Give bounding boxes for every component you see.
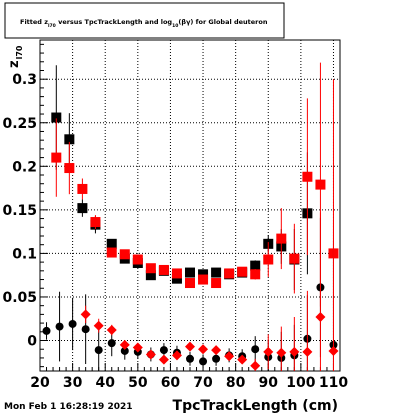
data-point-circle xyxy=(186,354,194,363)
data-point-square xyxy=(302,171,313,182)
data-point-circle xyxy=(81,325,90,334)
chart-title-box: Fitted zl70 versus TpcTrackLength and lo… xyxy=(4,2,285,39)
data-point-square xyxy=(77,203,88,214)
x-tick-label: 40 xyxy=(95,375,115,391)
x-tick-label: 100 xyxy=(286,375,315,391)
data-point-square xyxy=(119,249,130,260)
x-tick-label: 80 xyxy=(226,375,246,391)
data-point-diamond xyxy=(237,354,248,365)
data-point-circle xyxy=(199,357,208,366)
data-point-diamond xyxy=(315,311,326,322)
data-point-diamond xyxy=(250,360,261,371)
data-point-diamond xyxy=(145,349,156,360)
data-point-square xyxy=(211,267,222,278)
data-point-square xyxy=(51,152,62,163)
y-tick-label: 0 xyxy=(27,334,37,350)
data-point-square xyxy=(90,217,101,228)
data-point-square xyxy=(185,267,195,278)
data-point-square xyxy=(237,266,248,277)
data-point-square xyxy=(250,260,261,271)
y-tick-labels: 0 0.05 0.1 0.15 0.2 0.25 0.3 xyxy=(2,72,37,349)
data-series xyxy=(42,62,339,371)
x-tick-label: 50 xyxy=(128,375,148,391)
data-point-square xyxy=(77,183,88,194)
data-point-diamond xyxy=(185,341,195,352)
data-point-diamond xyxy=(289,346,300,357)
data-point-square xyxy=(145,263,156,274)
data-point-square xyxy=(224,268,235,279)
data-point-diamond xyxy=(328,345,339,356)
data-point-square xyxy=(198,269,209,280)
data-point-circle xyxy=(94,346,103,355)
chart-title: Fitted zl70 versus TpcTrackLength and lo… xyxy=(20,18,268,29)
series-1 xyxy=(51,62,339,371)
data-point-diamond xyxy=(263,346,274,357)
y-tick-label: 0.2 xyxy=(12,159,37,175)
y-tick-label: 0.3 xyxy=(12,72,37,88)
data-point-circle xyxy=(42,326,51,335)
data-point-square xyxy=(250,269,261,280)
data-point-circle xyxy=(120,346,129,355)
data-point-square xyxy=(263,254,274,265)
data-point-square xyxy=(198,274,209,285)
data-point-diamond xyxy=(158,354,169,365)
data-point-square xyxy=(171,268,182,279)
data-point-diamond xyxy=(171,350,182,361)
data-point-diamond xyxy=(302,346,313,357)
series-3 xyxy=(80,212,339,371)
x-tick-label: 90 xyxy=(259,375,279,391)
timestamp: Mon Feb 1 16:28:19 2021 xyxy=(4,402,133,412)
data-point-circle xyxy=(159,346,168,355)
data-point-square xyxy=(132,254,143,265)
x-axis-title: TpcTrackLength (cm) xyxy=(173,398,338,414)
data-point-square xyxy=(276,233,287,244)
data-point-diamond xyxy=(198,344,209,355)
data-point-square xyxy=(315,179,326,190)
x-tick-label: 30 xyxy=(63,375,83,391)
x-tick-label: 110 xyxy=(319,375,348,391)
y-tick-label: 0.25 xyxy=(2,116,37,132)
data-point-square xyxy=(211,278,222,289)
data-point-diamond xyxy=(106,325,117,336)
data-point-square xyxy=(171,273,182,284)
data-point-diamond xyxy=(224,351,235,362)
y-tick-label: 0.15 xyxy=(2,203,37,219)
data-point-circle xyxy=(212,354,221,363)
plot-frame xyxy=(39,39,341,372)
data-point-diamond xyxy=(276,347,287,358)
data-point-diamond xyxy=(211,345,222,356)
svg-text:zl70: zl70 xyxy=(7,45,24,68)
data-point-square xyxy=(106,247,117,258)
y-tick-label: 0.1 xyxy=(12,246,37,262)
data-point-diamond xyxy=(93,320,104,331)
data-point-square xyxy=(64,163,75,174)
data-point-square xyxy=(289,253,300,264)
data-point-diamond xyxy=(132,342,143,353)
x-tick-labels: 20 30 40 50 60 70 80 90 100 110 xyxy=(30,375,348,391)
data-point-square xyxy=(185,278,195,289)
data-point-diamond xyxy=(119,339,130,350)
data-point-circle xyxy=(251,345,260,354)
data-point-circle xyxy=(55,322,64,331)
data-point-square xyxy=(64,134,75,145)
data-point-circle xyxy=(68,319,77,328)
y-axis-title: zl70 xyxy=(7,45,24,68)
x-tick-label: 20 xyxy=(30,375,50,391)
data-point-square xyxy=(51,112,62,123)
x-tick-label: 70 xyxy=(193,375,213,391)
x-tick-label: 60 xyxy=(161,375,181,391)
y-tick-label: 0.05 xyxy=(2,290,37,306)
data-point-square xyxy=(106,238,117,249)
data-point-diamond xyxy=(80,309,91,320)
data-point-square xyxy=(145,270,156,281)
data-point-circle xyxy=(107,339,116,348)
data-point-square xyxy=(158,264,169,275)
